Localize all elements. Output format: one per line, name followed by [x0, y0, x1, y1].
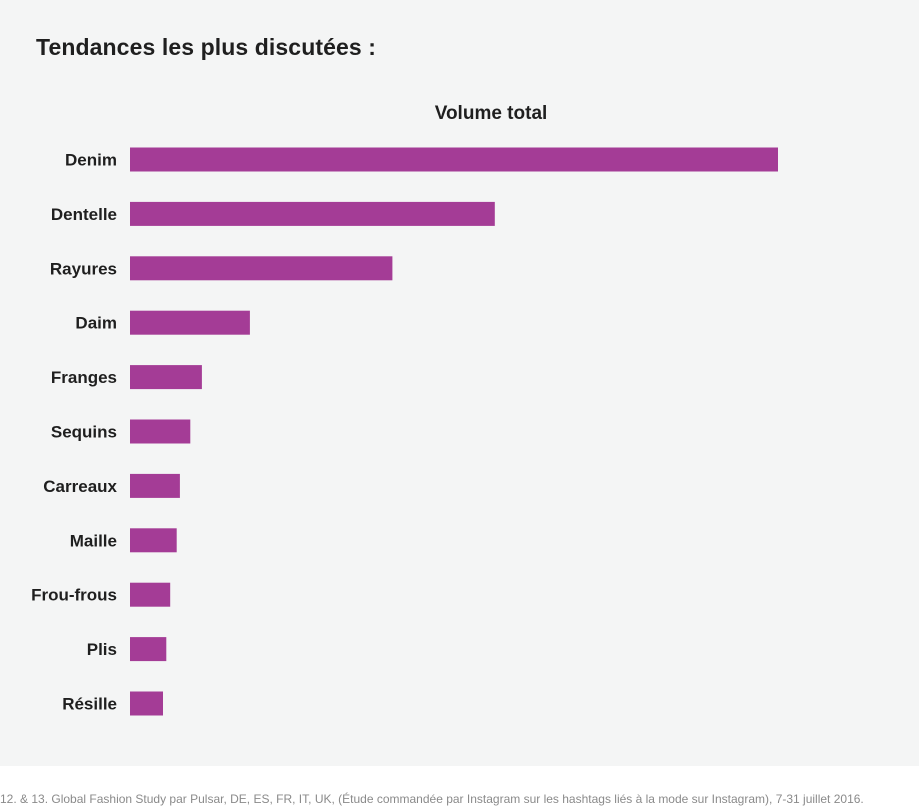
bar-sequins	[130, 419, 191, 444]
category-label: Daim	[75, 314, 117, 333]
category-label: Frou-frous	[31, 586, 117, 605]
bar-rayures	[130, 256, 393, 281]
bar-frou-frous	[130, 582, 171, 607]
category-label: Franges	[51, 368, 117, 387]
category-label: Résille	[62, 695, 117, 714]
bar-r-sille	[130, 691, 163, 716]
category-label: Denim	[65, 151, 117, 170]
chart-title: Volume total	[435, 103, 548, 124]
bar-chart: Volume total Denim Dentelle Rayures Daim Fra…	[31, 103, 778, 716]
bar-denim	[130, 147, 778, 172]
category-label: Carreaux	[43, 477, 117, 496]
page-title: Tendances les plus discutées :	[36, 34, 377, 60]
category-label: Sequins	[51, 423, 117, 442]
bar-franges	[130, 365, 202, 390]
bars-group	[130, 147, 778, 716]
category-label: Maille	[70, 531, 117, 550]
category-label: Plis	[87, 640, 117, 659]
category-label: Rayures	[50, 259, 117, 278]
bar-plis	[130, 637, 167, 662]
bar-daim	[130, 310, 250, 335]
source-footnote: 12. & 13. Global Fashion Study par Pulsa…	[0, 792, 864, 806]
category-labels-group: Denim Dentelle Rayures Daim Franges Sequins Ca…	[31, 151, 117, 714]
bar-carreaux	[130, 473, 180, 498]
bar-dentelle	[130, 201, 495, 226]
bar-maille	[130, 528, 177, 553]
category-label: Dentelle	[51, 205, 117, 224]
